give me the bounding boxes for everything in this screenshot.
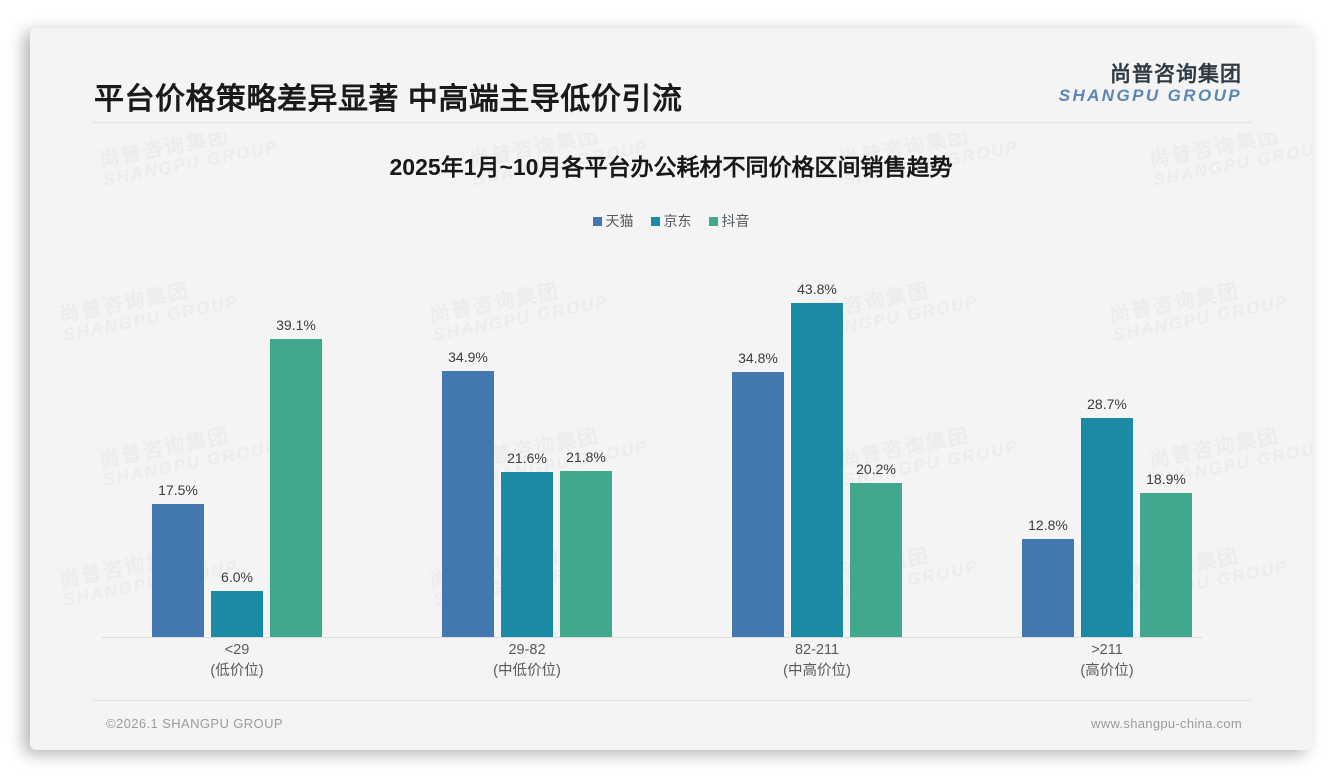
logo-english-text: SHANGPU GROUP <box>1058 85 1242 105</box>
footer-website: www.shangpu-china.com <box>1091 716 1242 731</box>
bar-item[interactable]: 6.0% <box>211 237 263 637</box>
chart-title: 2025年1月~10月各平台办公耗材不同价格区间销售趋势 <box>389 154 953 180</box>
bar[interactable] <box>791 303 843 637</box>
legend-item[interactable]: 抖音 <box>708 211 750 231</box>
bar-value-label: 43.8% <box>797 281 837 297</box>
footer-divider <box>92 700 1252 701</box>
x-axis-label-tier: (中高价位) <box>783 663 851 680</box>
bar[interactable] <box>442 370 494 637</box>
legend-swatch-icon <box>592 216 602 226</box>
bar[interactable] <box>211 591 263 637</box>
chart-legend: 天猫 京东 抖音 <box>30 211 1312 231</box>
bar-item[interactable]: 20.2% <box>850 237 902 637</box>
bar-group: 34.9% 21.6% 21.8% <box>382 237 672 637</box>
legend-item[interactable]: 天猫 <box>592 211 634 231</box>
x-axis-label-tier: (高价位) <box>1080 663 1134 680</box>
legend-item[interactable]: 京东 <box>650 211 692 231</box>
bar-item[interactable]: 17.5% <box>152 237 204 637</box>
legend-label: 天猫 <box>605 213 634 229</box>
slide-header: 平台价格策略差异显著 中高端主导低价引流 尚普咨询集团 SHANGPU GROU… <box>30 28 1312 120</box>
bar-group: 17.5% 6.0% 39.1% <box>92 237 382 637</box>
bar[interactable] <box>560 470 612 637</box>
slide-card: 尚普咨询集团 SHANGPU GROUP 尚普咨询集团 SHANGPU GROUP 尚普… <box>30 28 1312 750</box>
legend-label: 京东 <box>663 213 692 229</box>
bar[interactable] <box>501 472 553 637</box>
bar[interactable] <box>1140 492 1192 637</box>
bar-value-label: 21.6% <box>507 450 547 467</box>
legend-swatch-icon <box>650 216 660 226</box>
bar[interactable] <box>1081 418 1133 637</box>
bar-item[interactable]: 12.8% <box>1022 237 1074 637</box>
bar[interactable] <box>152 503 204 637</box>
bar-value-label: 20.2% <box>856 460 896 477</box>
bar-item[interactable]: 34.8% <box>732 237 784 637</box>
bar-item[interactable]: 21.6% <box>501 237 553 637</box>
logo-chinese-text: 尚普咨询集团 <box>1110 63 1242 86</box>
bar-value-label: 21.8% <box>566 448 606 465</box>
header-divider <box>92 122 1252 123</box>
bar[interactable] <box>270 338 322 637</box>
bar[interactable] <box>850 482 902 637</box>
bar-item[interactable]: 43.8% <box>791 237 843 637</box>
bar-item[interactable]: 34.9% <box>442 237 494 637</box>
bar-value-label: 28.7% <box>1087 396 1127 413</box>
bar-item[interactable]: 28.7% <box>1081 237 1133 637</box>
bar-value-label: 34.9% <box>448 348 488 365</box>
x-axis-label: 29-82 (中低价位) <box>382 640 672 682</box>
x-axis-label-range: 29-82 <box>508 642 546 658</box>
bar-value-label: 34.8% <box>738 349 778 366</box>
legend-swatch-icon <box>708 216 718 226</box>
x-axis-label-tier: (低价位) <box>210 663 264 680</box>
x-axis-label: 82-211 (中高价位) <box>672 640 962 682</box>
x-axis-labels: <29 (低价位) 29-82 (中低价位) 82-211 (中高价位) >211 (高价位) <box>92 640 1252 682</box>
chart-plot-area: 17.5% 6.0% 39.1% 34.9% 21.6% 21.8% 34.8% 43.8% 2… <box>92 238 1252 638</box>
x-axis-label: >211 (高价位) <box>962 640 1252 682</box>
bar-item[interactable]: 21.8% <box>560 237 612 637</box>
bar-value-label: 39.1% <box>276 316 316 333</box>
x-axis-label-range: <29 <box>224 642 250 658</box>
brand-logo: 尚普咨询集团 SHANGPU GROUP <box>1058 63 1242 105</box>
bar-groups: 17.5% 6.0% 39.1% 34.9% 21.6% 21.8% 34.8% 43.8% 2… <box>92 237 1252 637</box>
x-axis-label: <29 (低价位) <box>92 640 382 682</box>
bar-value-label: 17.5% <box>158 481 198 498</box>
x-axis-line <box>102 637 1202 638</box>
legend-label: 抖音 <box>721 213 750 229</box>
bar-value-label: 12.8% <box>1028 517 1068 534</box>
x-axis-label-tier: (中低价位) <box>493 663 561 680</box>
bar-value-label: 18.9% <box>1146 470 1186 487</box>
x-axis-label-range: 82-211 <box>794 642 840 658</box>
page-title: 平台价格策略差异显著 中高端主导低价引流 <box>94 83 683 116</box>
bar-item[interactable]: 39.1% <box>270 237 322 637</box>
bar-item[interactable]: 18.9% <box>1140 237 1192 637</box>
bar[interactable] <box>732 371 784 637</box>
bar-group: 34.8% 43.8% 20.2% <box>672 237 962 637</box>
x-axis-label-range: >211 <box>1091 642 1123 658</box>
bar[interactable] <box>1022 539 1074 637</box>
bar-group: 12.8% 28.7% 18.9% <box>962 237 1252 637</box>
bar-value-label: 6.0% <box>221 569 253 586</box>
footer-copyright: ©2026.1 SHANGPU GROUP <box>106 716 283 731</box>
